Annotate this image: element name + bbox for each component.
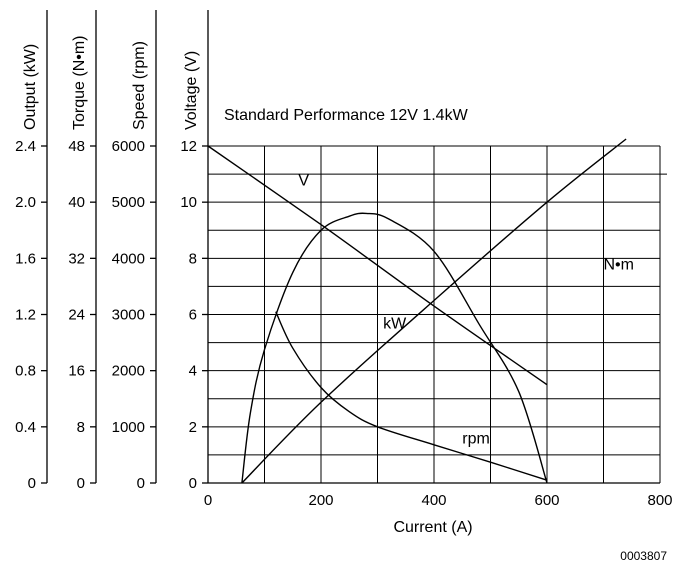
torque-axis-title: Torque (N•m) (71, 35, 88, 130)
speed-tick-label: 2000 (112, 363, 145, 380)
series-line-rpm (275, 311, 548, 481)
x-tick-label: 800 (647, 492, 672, 509)
torque-tick-label: 8 (77, 419, 85, 436)
x-axis-title: Current (A) (393, 519, 472, 536)
voltage-tick-label: 12 (180, 138, 197, 155)
torque-tick-label: 0 (77, 475, 85, 492)
speed-tick-label: 3000 (112, 307, 145, 324)
series-line-kw (241, 212, 548, 484)
torque-tick-label: 24 (68, 307, 85, 324)
voltage-tick-label: 6 (189, 307, 197, 324)
torque-tick-label: 40 (68, 194, 85, 211)
output-axis-title: Output (kW) (22, 44, 39, 130)
output-tick-label: 0.4 (15, 419, 36, 436)
speed-tick-label: 4000 (112, 250, 145, 267)
series-line-nm (241, 138, 627, 484)
speed-tick-label: 0 (137, 475, 145, 492)
voltage-tick-label: 8 (189, 250, 197, 267)
curve-label-nm: N•m (604, 257, 634, 274)
x-tick-label: 0 (204, 492, 212, 509)
torque-tick-label: 48 (68, 138, 85, 155)
voltage-axis-title: Voltage (V) (183, 51, 200, 130)
x-tick-label: 600 (534, 492, 559, 509)
figure-id: 0003807 (620, 549, 667, 563)
series-lines (207, 138, 627, 484)
curve-label-rpm: rpm (462, 431, 490, 448)
speed-tick-label: 1000 (112, 419, 145, 436)
chart-title: Standard Performance 12V 1.4kW (224, 107, 469, 124)
voltage-tick-label: 2 (189, 419, 197, 436)
x-tick-label: 400 (421, 492, 446, 509)
labels: Standard Performance 12V 1.4kW Current (… (15, 35, 672, 563)
output-tick-label: 2.4 (15, 138, 36, 155)
curve-label-v: V (298, 172, 309, 189)
output-tick-label: 2.0 (15, 194, 36, 211)
output-tick-label: 1.2 (15, 307, 36, 324)
torque-tick-label: 16 (68, 363, 85, 380)
output-tick-label: 1.6 (15, 250, 36, 267)
x-tick-label: 200 (308, 492, 333, 509)
speed-axis-title: Speed (rpm) (131, 41, 148, 130)
axes (41, 10, 660, 484)
series-line-v (207, 145, 548, 386)
output-tick-label: 0 (28, 475, 36, 492)
torque-tick-label: 32 (68, 250, 85, 267)
speed-tick-label: 5000 (112, 194, 145, 211)
voltage-tick-label: 4 (189, 363, 197, 380)
voltage-tick-label: 10 (180, 194, 197, 211)
grid (208, 145, 667, 483)
curve-label-kw: kW (383, 316, 407, 333)
output-tick-label: 0.8 (15, 363, 36, 380)
speed-tick-label: 6000 (112, 138, 145, 155)
voltage-tick-label: 0 (189, 475, 197, 492)
